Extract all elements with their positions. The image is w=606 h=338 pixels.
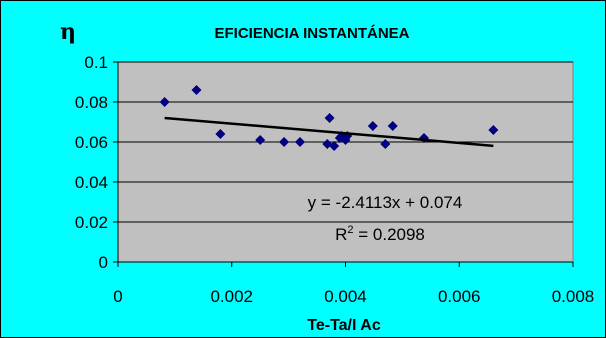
x-tick-label: 0.002 [210,287,253,306]
data-point [324,113,335,123]
trendline-equation: y = -2.4113x + 0.074 [308,193,463,212]
plot-area [117,61,574,263]
data-point [279,137,290,147]
trendline [164,116,494,148]
y-tick-label: 0.04 [75,173,108,192]
x-tick-label: 0 [113,287,122,306]
data-points [159,85,499,151]
y-tick-label: 0.02 [75,213,108,232]
data-point [215,129,226,139]
y-axis-label: η [60,19,76,45]
r-squared-label: R2 = 0.2098 [335,224,425,244]
data-point [295,137,305,147]
y-tick-labels: 0 0.02 0.04 0.06 0.08 0.1 [75,53,108,272]
data-point [191,85,202,95]
x-tick-label: 0.006 [438,287,481,306]
data-point [387,121,398,131]
chart-title: EFICIENCIA INSTANTÁNEA [215,25,410,42]
axes [113,61,574,267]
y-tick-label: 0.1 [84,53,108,72]
data-point [367,121,378,131]
data-point [329,141,340,151]
x-tick-labels: 0 0.002 0.004 0.006 0.008 [113,287,594,306]
data-point [159,97,170,107]
data-point [380,139,391,149]
data-point [488,125,499,135]
y-tick-label: 0.08 [75,93,108,112]
data-point [255,135,266,145]
y-tick-label: 0 [99,253,108,272]
x-tick-label: 0.008 [552,287,595,306]
x-axis-label: Te-Ta/I Ac [307,317,381,334]
x-tick-label: 0.004 [324,287,367,306]
y-tick-label: 0.06 [75,133,108,152]
